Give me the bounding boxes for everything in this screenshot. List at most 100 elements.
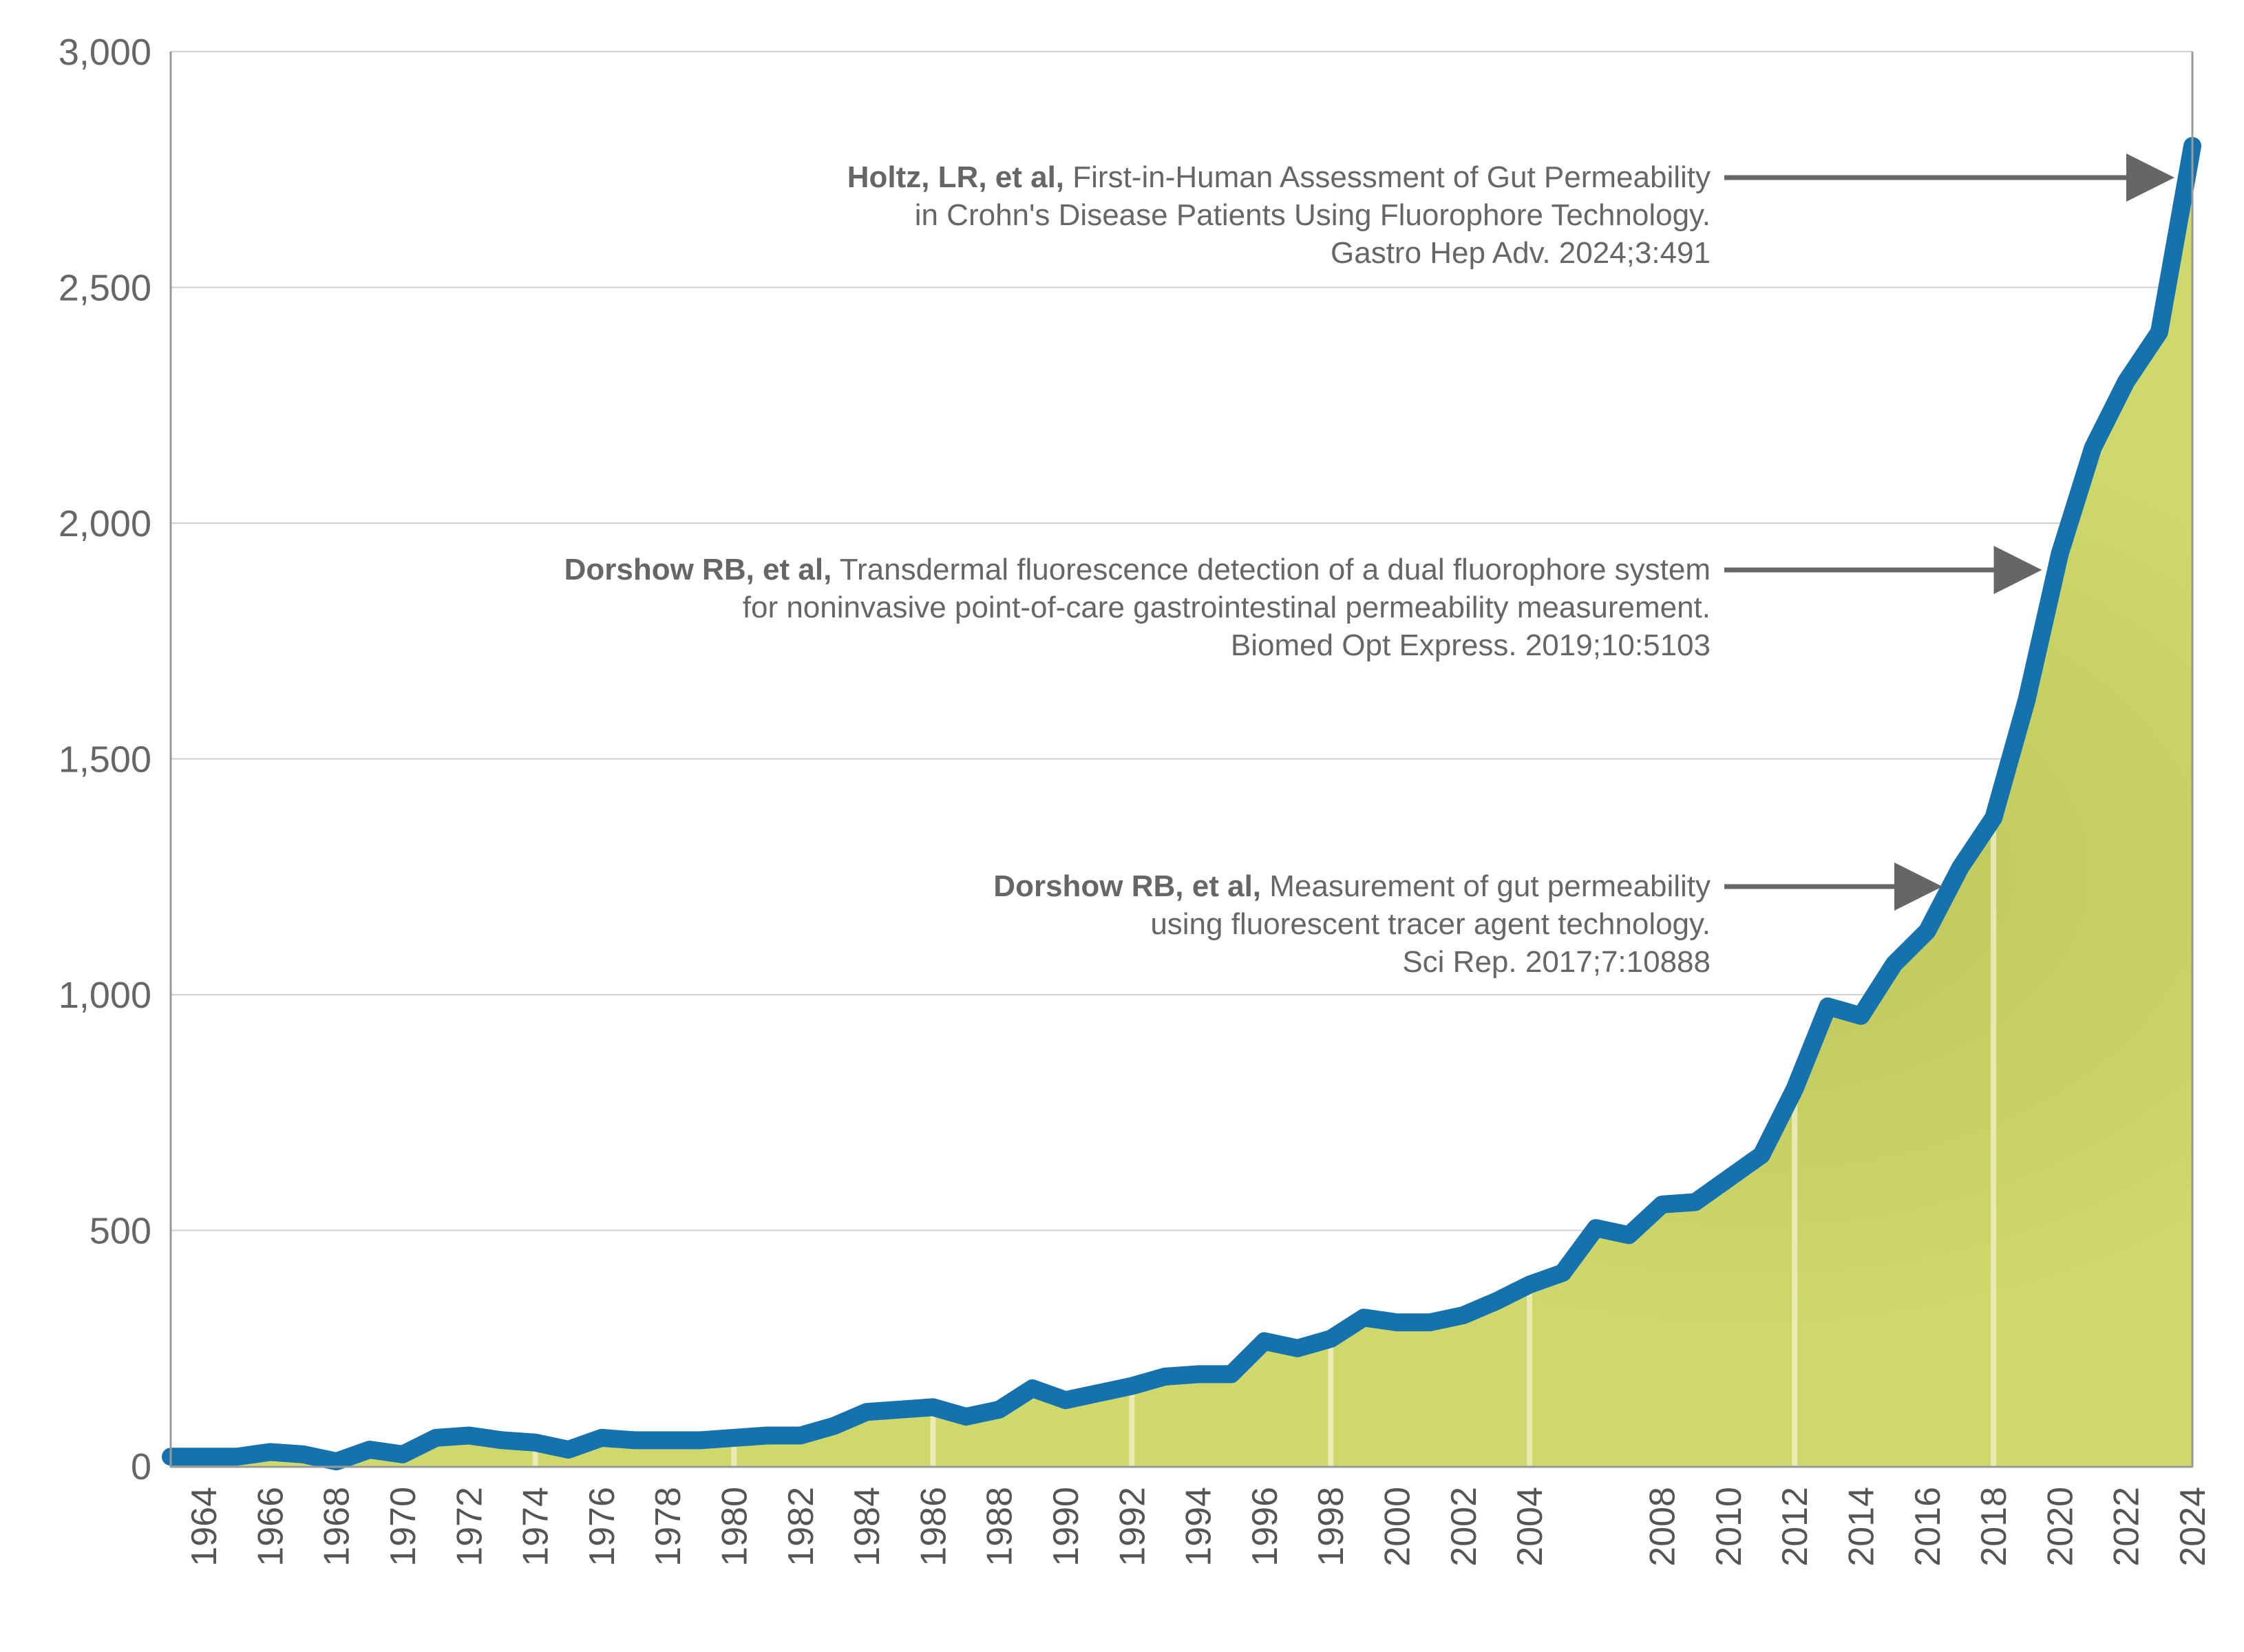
point-2020 <box>2059 553 2061 555</box>
point-1964 <box>203 1456 205 1458</box>
series-polyline <box>162 137 2201 1471</box>
point-1986 <box>932 1406 934 1408</box>
x-tick-label: 1968 <box>317 1487 357 1567</box>
point-1966 <box>269 1451 271 1453</box>
annotation-line2: in Crohn's Disease Patients Using Fluoro… <box>915 198 1711 232</box>
x-tick-label: 2002 <box>1444 1487 1484 1567</box>
point-1984 <box>866 1411 868 1413</box>
y-tick-label: 2,000 <box>59 503 151 544</box>
x-tick-label: 2010 <box>1709 1487 1749 1567</box>
point-2018 <box>1993 817 1995 819</box>
axes <box>169 52 2194 1468</box>
annotation-line1: Holtz, LR, et al, First-in-Human Assessm… <box>847 160 1711 194</box>
x-tick-label: 1986 <box>913 1487 953 1567</box>
point-1965 <box>236 1456 238 1458</box>
point-2012 <box>1794 1088 1796 1090</box>
point-1996 <box>1263 1340 1265 1342</box>
point-1991 <box>1098 1392 1100 1394</box>
y-tick-label: 1,000 <box>59 975 151 1016</box>
x-tick-label: 1978 <box>648 1487 688 1567</box>
point-1974 <box>534 1441 536 1443</box>
y-tick-label: 1,500 <box>59 739 151 781</box>
point-2007 <box>1628 1234 1630 1236</box>
point-2003 <box>1495 1300 1497 1302</box>
point-1988 <box>998 1408 1000 1410</box>
point-1985 <box>899 1408 901 1410</box>
point-2011 <box>1761 1154 1763 1156</box>
point-1980 <box>733 1437 735 1439</box>
x-tick-label: 1980 <box>715 1487 755 1567</box>
point-1992 <box>1131 1385 1133 1387</box>
point-1981 <box>766 1434 768 1437</box>
point-2005 <box>1562 1272 1564 1274</box>
x-tick-label: 2012 <box>1775 1487 1815 1567</box>
point-1967 <box>302 1453 304 1455</box>
series-line <box>162 137 2201 1471</box>
x-tick-label: 2008 <box>1643 1487 1683 1567</box>
x-tick-label: 1982 <box>781 1487 821 1567</box>
point-1969 <box>368 1449 370 1451</box>
y-tick-label: 500 <box>89 1211 151 1252</box>
x-tick-label: 1988 <box>980 1487 1020 1567</box>
x-tick-label: 1966 <box>251 1487 290 1567</box>
point-1968 <box>335 1461 337 1463</box>
point-2010 <box>1727 1178 1729 1180</box>
x-tick-label: 2016 <box>1908 1487 1948 1567</box>
point-2004 <box>1529 1284 1531 1286</box>
point-2015 <box>1893 963 1895 965</box>
point-1987 <box>965 1416 967 1418</box>
point-1997 <box>1297 1347 1299 1349</box>
x-tick-label: 1972 <box>449 1487 489 1567</box>
annotation-line2: for noninvasive point-of-care gastrointe… <box>743 591 1711 624</box>
point-2022 <box>2125 381 2127 383</box>
x-tick-label: 1984 <box>847 1487 887 1567</box>
annotation-author: Dorshow RB, et al, <box>564 553 832 586</box>
point-1973 <box>501 1439 503 1441</box>
annotation-author: Dorshow RB, et al, <box>993 869 1261 903</box>
annotation-title: First-in-Human Assessment of Gut Permeab… <box>1064 160 1711 194</box>
point-1983 <box>832 1425 834 1427</box>
point-2002 <box>1462 1314 1464 1316</box>
x-tick-label: 2014 <box>1842 1487 1882 1567</box>
point-2023 <box>2158 331 2160 333</box>
annotation-title: Measurement of gut permeability <box>1261 869 1711 903</box>
point-2006 <box>1595 1227 1597 1229</box>
point-1978 <box>667 1439 669 1441</box>
x-tick-label: 2018 <box>1974 1487 2014 1567</box>
x-tick-label: 1990 <box>1046 1487 1086 1567</box>
point-1979 <box>700 1439 702 1441</box>
x-tick-label: 1992 <box>1112 1487 1152 1567</box>
point-1993 <box>1164 1375 1166 1377</box>
x-tick-label: 1996 <box>1245 1487 1285 1567</box>
point-2008 <box>1661 1203 1663 1205</box>
point-2013 <box>1827 1006 1829 1008</box>
point-1989 <box>1031 1387 1033 1389</box>
x-tick-label: 1970 <box>383 1487 423 1567</box>
point-1972 <box>468 1434 470 1437</box>
annotation-title: Transdermal fluorescence detection of a … <box>832 553 1711 586</box>
annotation-citation: Gastro Hep Adv. 2024;3:491 <box>1331 236 1711 270</box>
point-2014 <box>1860 1015 1862 1017</box>
annotation-line1: Dorshow RB, et al, Measurement of gut pe… <box>993 869 1711 903</box>
x-tick-label: 1994 <box>1179 1487 1219 1567</box>
annotations: Holtz, LR, et al, First-in-Human Assessm… <box>564 153 2174 979</box>
point-2021 <box>2092 447 2094 449</box>
y-axis-ticks: 0 500 1,000 1,500 2,000 2,500 3,000 <box>59 32 151 1487</box>
highlight-stripes <box>532 818 1997 1466</box>
y-tick-label: 2,500 <box>59 268 151 309</box>
point-1975 <box>567 1449 569 1451</box>
point-1971 <box>435 1437 437 1439</box>
point-2000 <box>1396 1322 1398 1324</box>
point-1982 <box>799 1434 801 1437</box>
annotation-line2: using fluorescent tracer agent technolog… <box>1150 907 1711 941</box>
photo-shading <box>171 146 2192 1466</box>
point-1970 <box>402 1453 404 1455</box>
x-tick-label: 1964 <box>184 1487 224 1567</box>
x-tick-label: 2022 <box>2107 1487 2147 1567</box>
x-tick-label: 2004 <box>1510 1487 1550 1567</box>
point-1999 <box>1363 1317 1365 1319</box>
x-tick-label: 1976 <box>582 1487 622 1567</box>
point-1976 <box>600 1437 602 1439</box>
y-tick-label: 3,000 <box>59 32 151 73</box>
